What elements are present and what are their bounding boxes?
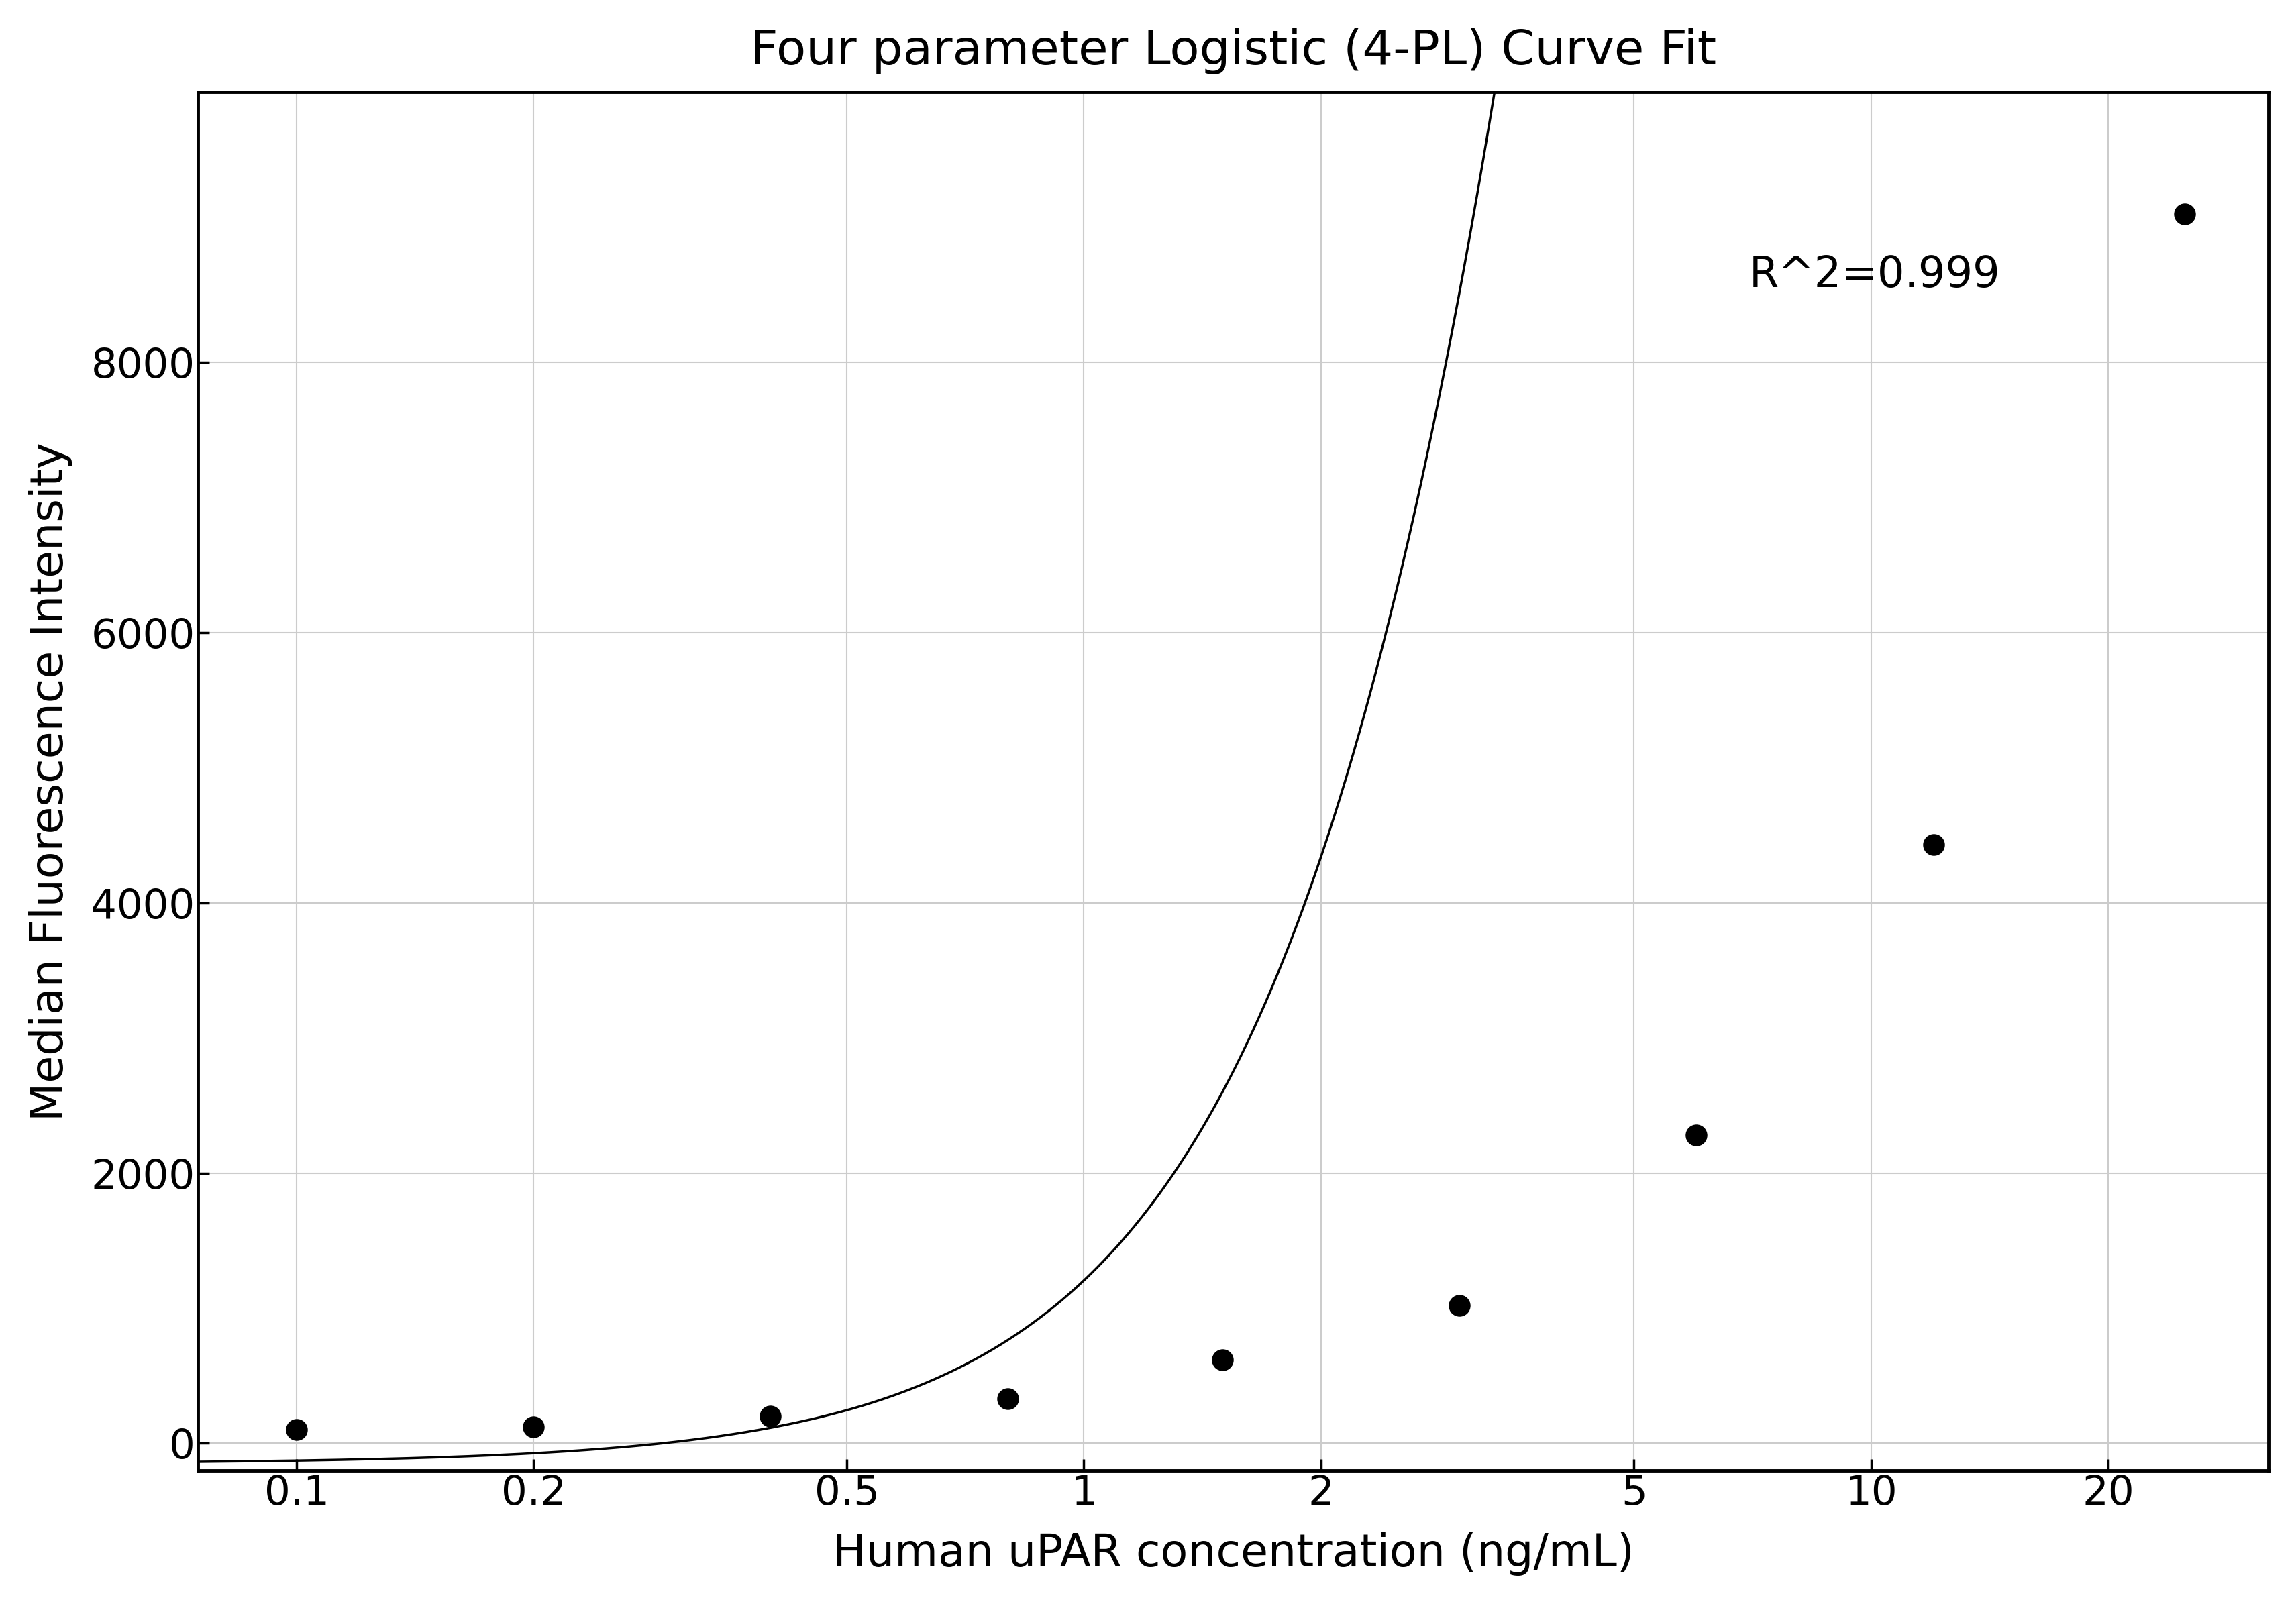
Point <box>990 1386 1026 1412</box>
Point <box>1203 1347 1240 1373</box>
Point <box>1678 1123 1715 1148</box>
Point <box>1915 832 1952 858</box>
Title: Four parameter Logistic (4-PL) Curve Fit: Four parameter Logistic (4-PL) Curve Fit <box>751 27 1715 74</box>
Point <box>1440 1293 1476 1318</box>
Point <box>753 1404 790 1429</box>
Point <box>2165 200 2202 226</box>
Point <box>278 1416 315 1442</box>
Y-axis label: Median Fluorescence Intensity: Median Fluorescence Intensity <box>28 441 71 1121</box>
X-axis label: Human uPAR concentration (ng/mL): Human uPAR concentration (ng/mL) <box>833 1532 1635 1577</box>
Text: R^2=0.999: R^2=0.999 <box>1750 255 2000 295</box>
Point <box>514 1415 551 1440</box>
